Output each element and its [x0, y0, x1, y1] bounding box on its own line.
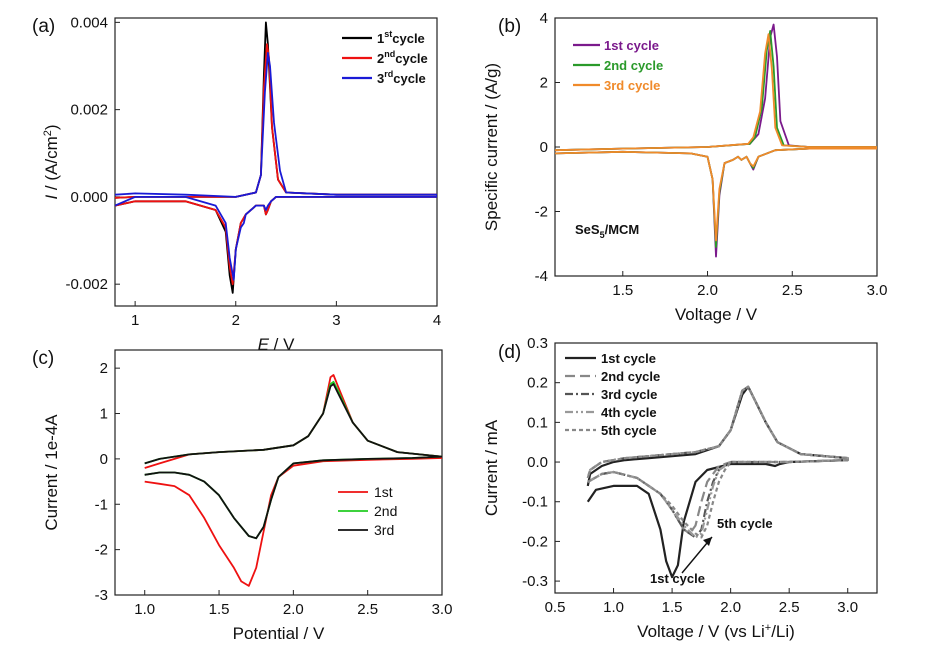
y-tick-label: 0.0 — [527, 454, 548, 471]
y-tick-label: 0.000 — [70, 189, 108, 206]
legend-label: 1stcycle — [377, 29, 425, 46]
panel-3: 0.5 1.0 1.5 2.0 2.5 3.0 0.3 0.2 0.1 0.0 -0.1 -0.2 -0… — [482, 335, 878, 641]
panel-label: (c) — [32, 348, 54, 369]
y-tick-label: -4 — [535, 268, 548, 285]
x-tick-label: 1.5 — [209, 601, 230, 618]
y-tick-label: 0.1 — [527, 414, 548, 431]
panel-label: (a) — [32, 16, 55, 37]
x-tick-label: 2.5 — [782, 282, 803, 299]
y-tick-label: 0.2 — [527, 375, 548, 392]
x-tick-label: 2.5 — [779, 599, 800, 616]
legend-label: 5th cycle — [601, 423, 657, 438]
legend-label: 2nd cycle — [601, 369, 660, 384]
x-tick-label: 3 — [332, 312, 340, 329]
y-axis-label: Current / 1e-4A — [42, 414, 61, 531]
y-tick-label: 0.004 — [70, 14, 108, 31]
panel-1: 1.5 2.0 2.5 3.0 4 2 0 -2 -4 Voltage / V Specific c… — [482, 10, 887, 324]
x-axis-label: Potential / V — [233, 624, 325, 643]
series-line-2 — [115, 52, 437, 281]
y-tick-label: 0 — [540, 139, 548, 156]
x-tick-label: 3.0 — [432, 601, 453, 618]
y-axis-label: Current / mA — [482, 419, 501, 516]
y-tick-label: 2 — [540, 75, 548, 92]
legend-label: 3rd cycle — [601, 387, 657, 402]
x-axis-label: E / V — [258, 335, 296, 354]
series-line-2 — [555, 33, 877, 242]
x-tick-label: 2.0 — [720, 599, 741, 616]
panel-label: (b) — [498, 16, 521, 37]
legend-label: 2nd cycle — [604, 58, 663, 73]
plot-frame — [554, 342, 878, 594]
panel-2: 1.0 1.5 2.0 2.5 3.0 2 1 0 -1 -2 -3 Potential / V Cur… — [32, 348, 452, 643]
x-tick-label: 1.0 — [134, 601, 155, 618]
y-tick-label: -2 — [535, 204, 548, 221]
y-tick-label: -2 — [95, 542, 108, 559]
y-tick-label: 4 — [540, 10, 548, 27]
x-tick-label: 4 — [433, 312, 441, 329]
x-tick-label: 3.0 — [867, 282, 888, 299]
x-tick-label: 3.0 — [837, 599, 858, 616]
panel-label: (d) — [498, 342, 521, 363]
x-axis-label: Voltage / V (vs Li+/Li) — [637, 622, 795, 641]
plot-frame — [114, 17, 438, 307]
x-tick-label: 2.0 — [283, 601, 304, 618]
legend-label: 3rdcycle — [377, 69, 426, 86]
sample-annotation: SeS5/MCM — [575, 222, 639, 240]
y-tick-label: -0.002 — [65, 276, 108, 293]
legend-label: 1st cycle — [604, 38, 659, 53]
legend-label: 3rd — [374, 522, 394, 538]
x-axis-label: Voltage / V — [675, 305, 758, 324]
x-tick-label: 1.0 — [603, 599, 624, 616]
legend-label: 2nd — [374, 503, 397, 519]
y-tick-label: -0.1 — [522, 494, 548, 511]
legend-label: 1st — [374, 484, 393, 500]
y-tick-label: -0.2 — [522, 533, 548, 550]
annotation-arrowhead — [703, 537, 712, 546]
y-tick-label: -3 — [95, 587, 108, 604]
y-tick-label: 0 — [100, 451, 108, 468]
annotation-fifth-cycle: 5th cycle — [717, 516, 773, 531]
annotation-first-cycle: 1st cycle — [650, 571, 705, 586]
x-tick-label: 2.0 — [697, 282, 718, 299]
series-line-2 — [144, 383, 442, 540]
legend-label: 1st cycle — [601, 351, 656, 366]
y-axis-label: Specific current / (A/g) — [482, 63, 501, 231]
x-tick-label: 2 — [232, 312, 240, 329]
x-tick-label: 1.5 — [612, 282, 633, 299]
legend-label: 4th cycle — [601, 405, 657, 420]
y-tick-label: 1 — [100, 406, 108, 423]
y-tick-label: 0.3 — [527, 335, 548, 352]
x-tick-label: 1.5 — [662, 599, 683, 616]
y-tick-label: -0.3 — [522, 573, 548, 590]
y-tick-label: -1 — [95, 496, 108, 513]
legend-label: 3rd cycle — [604, 78, 660, 93]
plot-frame — [114, 349, 443, 596]
panel-0: 1 2 3 4 0.004 0.002 0.000 -0.002 E / V I / (A/cm2… — [32, 14, 441, 354]
y-axis-label: I / (A/cm2) — [42, 124, 61, 199]
x-tick-label: 2.5 — [357, 601, 378, 618]
x-tick-label: 1 — [131, 312, 139, 329]
x-tick-label: 0.5 — [545, 599, 566, 616]
y-tick-label: 0.002 — [70, 102, 108, 119]
legend-label: 2ndcycle — [377, 49, 428, 66]
y-tick-label: 2 — [100, 360, 108, 377]
